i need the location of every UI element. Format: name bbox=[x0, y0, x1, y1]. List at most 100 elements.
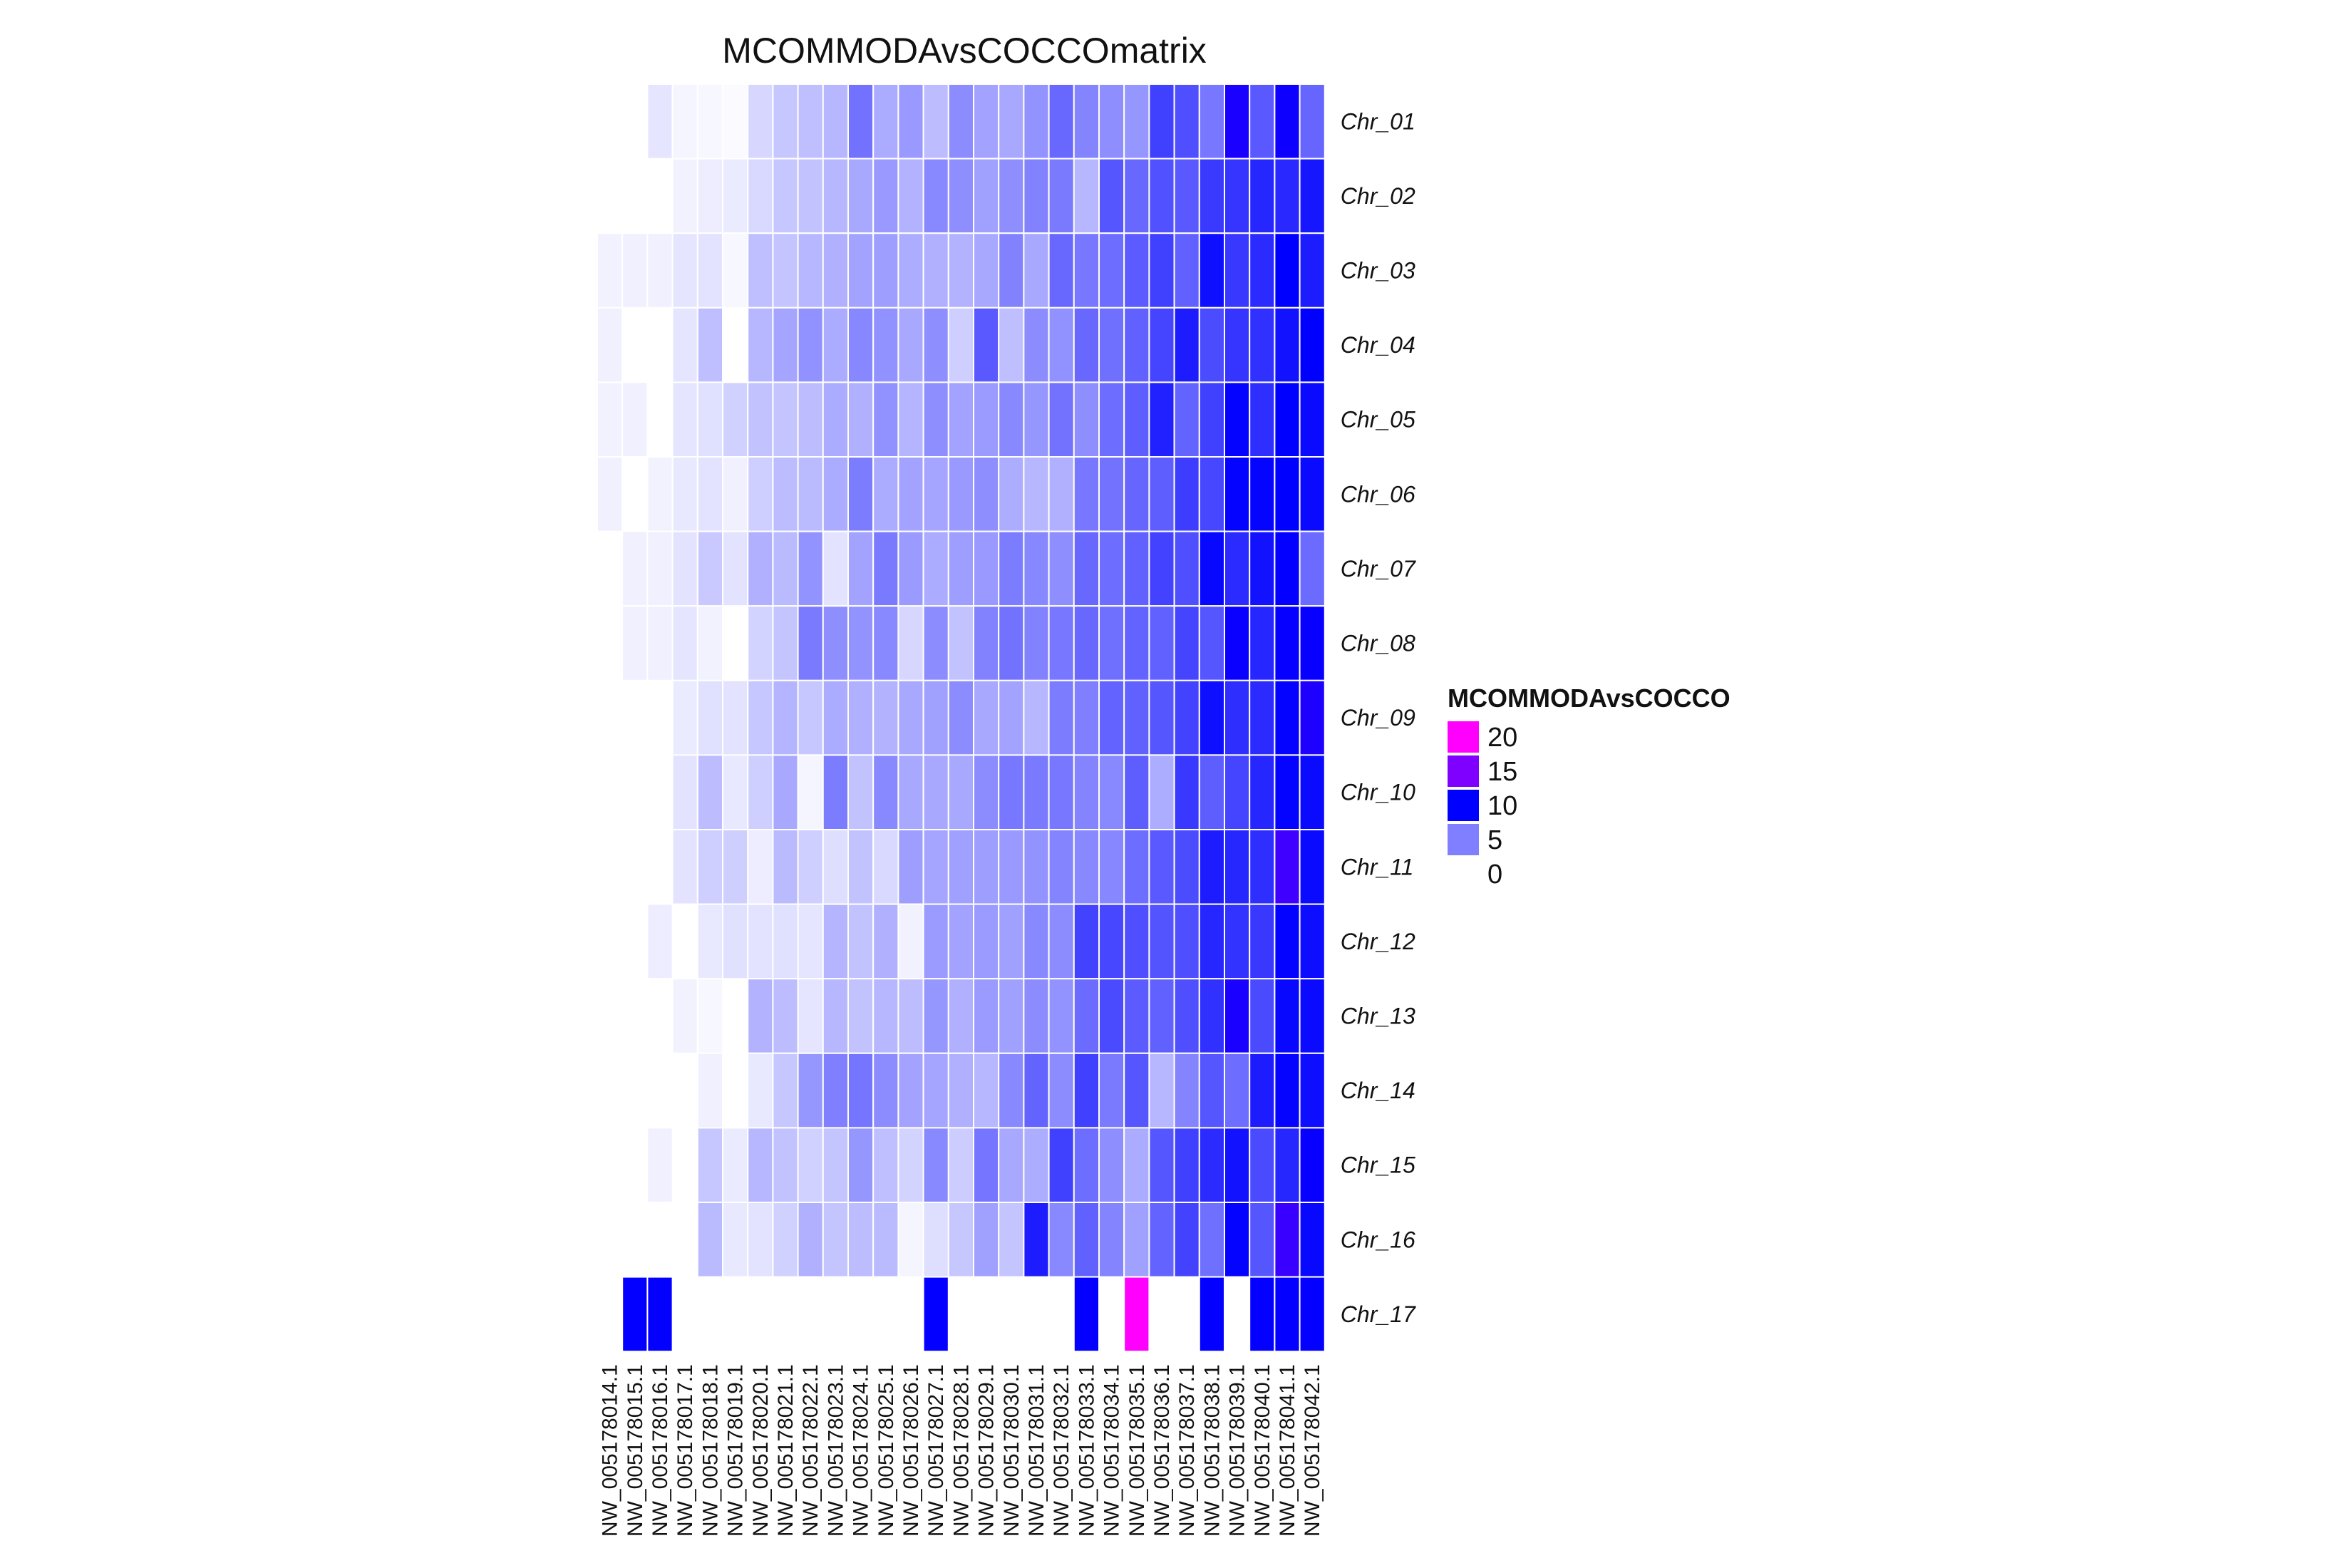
heatmap-cell bbox=[723, 1053, 748, 1128]
heatmap-cell bbox=[1173, 679, 1200, 756]
heatmap-cell bbox=[1173, 381, 1200, 458]
heatmap-cell bbox=[797, 829, 824, 905]
heatmap-cell bbox=[1098, 754, 1125, 831]
legend-label: 0 bbox=[1487, 860, 1502, 889]
legend-label: 5 bbox=[1487, 825, 1502, 855]
heatmap-cell bbox=[922, 158, 949, 234]
heatmap-cell bbox=[1299, 232, 1326, 309]
heatmap-cell bbox=[1123, 605, 1150, 681]
heatmap-cell bbox=[947, 456, 975, 532]
heatmap-cell bbox=[1299, 754, 1326, 831]
heatmap-cell bbox=[597, 904, 623, 979]
heatmap-cell bbox=[1048, 1052, 1075, 1129]
heatmap-cell bbox=[646, 232, 674, 309]
heatmap-cell bbox=[1299, 158, 1326, 234]
column-label: NW_005178023.1 bbox=[824, 1364, 847, 1537]
heatmap-cell bbox=[671, 978, 698, 1054]
heatmap-cell bbox=[1224, 829, 1251, 905]
heatmap-cell bbox=[973, 158, 1000, 234]
heatmap-cell bbox=[947, 232, 975, 309]
heatmap-cell bbox=[597, 606, 623, 681]
heatmap-cell bbox=[822, 903, 850, 980]
heatmap-cell bbox=[671, 829, 698, 905]
heatmap-cell bbox=[872, 232, 899, 309]
heatmap-cell bbox=[1224, 1276, 1250, 1352]
heatmap-cell bbox=[772, 605, 799, 681]
heatmap-cell bbox=[696, 754, 723, 831]
heatmap-cell bbox=[898, 1276, 924, 1352]
heatmap-cell bbox=[597, 456, 624, 532]
heatmap-cell bbox=[772, 754, 799, 831]
heatmap-cell bbox=[1173, 1127, 1200, 1204]
heatmap-cell bbox=[772, 456, 799, 532]
heatmap-cell bbox=[621, 605, 649, 681]
heatmap-cell bbox=[1299, 1276, 1326, 1353]
row-label: Chr_06 bbox=[1341, 481, 1415, 507]
heatmap-cell bbox=[822, 232, 850, 309]
heatmap-cell bbox=[873, 1276, 899, 1352]
heatmap-cell bbox=[1249, 381, 1276, 458]
heatmap-cell bbox=[1198, 679, 1226, 756]
heatmap-cell bbox=[797, 978, 824, 1054]
heatmap-cell bbox=[672, 1202, 698, 1277]
heatmap-cell bbox=[1224, 158, 1251, 234]
column-label: NW_005178029.1 bbox=[975, 1364, 999, 1537]
heatmap-cell bbox=[922, 530, 949, 607]
heatmap-cell bbox=[1249, 903, 1276, 980]
heatmap-cell bbox=[723, 979, 748, 1053]
column-label: NW_005178033.1 bbox=[1075, 1364, 1098, 1537]
column-label: NW_005178035.1 bbox=[1125, 1364, 1149, 1537]
heatmap-cell bbox=[647, 1202, 673, 1277]
heatmap-cell bbox=[847, 679, 875, 756]
heatmap-cell bbox=[772, 829, 799, 905]
heatmap-cell bbox=[672, 904, 698, 979]
heatmap-cell bbox=[947, 1127, 975, 1204]
heatmap-cell bbox=[872, 679, 899, 756]
heatmap-cell bbox=[1224, 83, 1251, 160]
heatmap-cell bbox=[847, 1202, 875, 1278]
heatmap-cell bbox=[1048, 83, 1075, 160]
heatmap-cell bbox=[897, 978, 924, 1054]
legend-label: 15 bbox=[1487, 757, 1517, 787]
heatmap-cell bbox=[1274, 1127, 1301, 1204]
heatmap-cell bbox=[1173, 530, 1200, 607]
heatmap-cell bbox=[1173, 829, 1200, 905]
heatmap-cell bbox=[1274, 530, 1301, 607]
heatmap-cell bbox=[1123, 754, 1150, 831]
row-label: Chr_04 bbox=[1341, 332, 1415, 358]
heatmap-cell bbox=[822, 1052, 850, 1129]
heatmap-cell bbox=[1274, 158, 1301, 234]
heatmap-cell bbox=[1249, 83, 1276, 160]
column-label: NW_005178036.1 bbox=[1150, 1364, 1174, 1537]
column-label: NW_005178018.1 bbox=[698, 1364, 722, 1537]
heatmap-cell bbox=[1224, 1202, 1251, 1278]
heatmap-cell bbox=[646, 530, 674, 607]
heatmap-cell bbox=[1274, 903, 1301, 980]
heatmap-cell bbox=[1098, 1052, 1125, 1129]
heatmap-cell bbox=[1274, 1276, 1301, 1353]
heatmap-cell bbox=[722, 1202, 749, 1278]
heatmap-cell bbox=[872, 1052, 899, 1129]
heatmap-cell bbox=[1098, 158, 1125, 234]
heatmap-cell bbox=[897, 679, 924, 756]
heatmap-cell bbox=[1173, 83, 1200, 160]
heatmap-cell bbox=[999, 1276, 1024, 1352]
heatmap-cell bbox=[922, 1127, 949, 1204]
heatmap-cell bbox=[1173, 1052, 1200, 1129]
heatmap-cell bbox=[948, 1276, 974, 1352]
heatmap-cell bbox=[671, 530, 698, 607]
heatmap-cell bbox=[646, 903, 674, 980]
heatmap-cell bbox=[1023, 1276, 1049, 1352]
row-label: Chr_10 bbox=[1341, 780, 1415, 805]
heatmap-cell bbox=[1173, 754, 1200, 831]
heatmap-cell bbox=[747, 754, 774, 831]
heatmap-cell bbox=[646, 1276, 674, 1353]
heatmap-cell bbox=[1198, 158, 1226, 234]
heatmap-cell bbox=[872, 829, 899, 905]
legend-swatch bbox=[1448, 721, 1479, 753]
heatmap-cell bbox=[1224, 1052, 1251, 1129]
heatmap-cell bbox=[1274, 829, 1301, 905]
heatmap-cell bbox=[922, 1276, 949, 1353]
heatmap-cell bbox=[897, 381, 924, 458]
heatmap-cell bbox=[797, 381, 824, 458]
